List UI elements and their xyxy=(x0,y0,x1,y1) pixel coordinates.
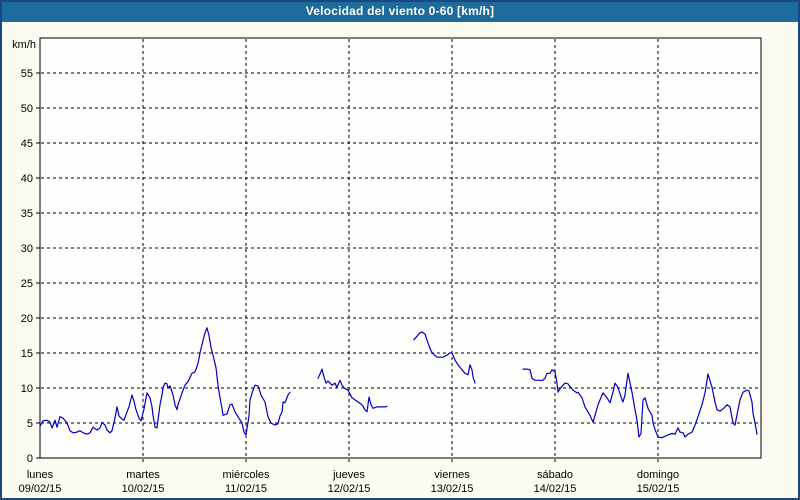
title-bar: Velocidad del viento 0-60 [km/h] xyxy=(0,0,800,22)
y-tick-label: 10 xyxy=(21,383,33,395)
y-tick-label: 55 xyxy=(21,68,33,80)
date-label: 12/02/15 xyxy=(328,483,371,495)
series-line-segment xyxy=(317,368,388,413)
date-label: 10/02/15 xyxy=(122,483,165,495)
day-label: domingo xyxy=(637,469,679,481)
y-tick-label: 30 xyxy=(21,243,33,255)
y-tick-label: 40 xyxy=(21,173,33,185)
y-axis-unit-label: km/h xyxy=(12,39,36,51)
y-tick-label: 45 xyxy=(21,138,33,150)
y-tick-label: 5 xyxy=(27,418,33,430)
day-label: martes xyxy=(126,469,160,481)
date-label: 13/02/15 xyxy=(431,483,474,495)
date-label: 09/02/15 xyxy=(19,483,62,495)
y-tick-label: 15 xyxy=(21,348,33,360)
plot-area xyxy=(40,38,761,458)
day-label: sábado xyxy=(537,469,573,481)
y-tick-label: 35 xyxy=(21,208,33,220)
date-label: 14/02/15 xyxy=(534,483,577,495)
page-title: Velocidad del viento 0-60 [km/h] xyxy=(305,4,495,18)
day-label: lunes xyxy=(27,469,54,481)
date-label: 11/02/15 xyxy=(225,483,267,495)
series-line-segment xyxy=(413,331,476,384)
y-tick-label: 25 xyxy=(21,278,33,290)
day-label: viernes xyxy=(434,469,470,481)
y-tick-label: 20 xyxy=(21,313,33,325)
date-label: 15/02/15 xyxy=(637,483,680,495)
series-line-segment xyxy=(39,327,291,436)
day-label: miércoles xyxy=(222,469,270,481)
series-line-segment xyxy=(522,368,758,439)
y-tick-label: 0 xyxy=(27,453,33,465)
day-label: jueves xyxy=(332,469,365,481)
y-tick-label: 50 xyxy=(21,103,33,115)
